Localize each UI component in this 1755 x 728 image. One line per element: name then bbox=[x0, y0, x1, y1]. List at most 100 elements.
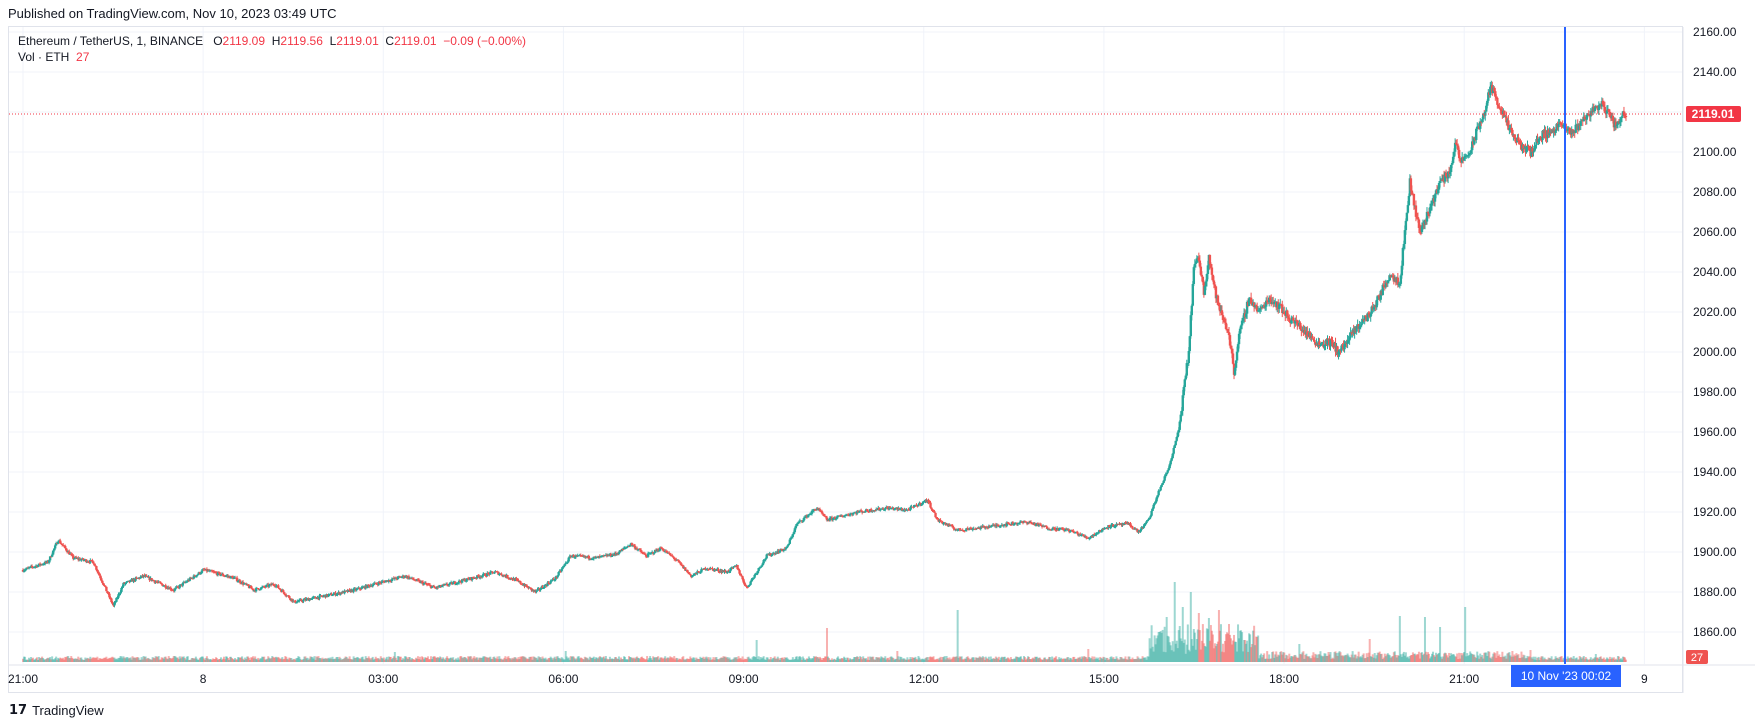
volume-bar bbox=[740, 659, 743, 662]
volume-bar bbox=[90, 658, 93, 662]
volume-bar bbox=[234, 658, 237, 662]
candle-body bbox=[173, 588, 176, 591]
candle-body bbox=[1184, 375, 1187, 380]
volume-bar bbox=[1524, 658, 1527, 662]
candle-body bbox=[1108, 525, 1111, 528]
candle-body bbox=[1623, 115, 1627, 117]
volume-bar bbox=[1585, 658, 1588, 662]
volume-bar bbox=[1386, 653, 1389, 662]
volume-bar bbox=[194, 656, 197, 662]
volume-bar bbox=[142, 656, 145, 662]
volume-bar bbox=[969, 659, 972, 662]
volume-bar bbox=[836, 657, 839, 662]
volume-bar bbox=[41, 656, 44, 662]
candle-body bbox=[1440, 179, 1444, 181]
volume-bar bbox=[1216, 641, 1219, 662]
volume-bar bbox=[993, 659, 996, 662]
volume-bar bbox=[987, 656, 990, 662]
candle-body bbox=[794, 525, 798, 529]
volume-bar bbox=[929, 656, 932, 662]
volume-bar bbox=[179, 658, 182, 662]
volume-bar bbox=[665, 658, 668, 662]
volume-bar bbox=[477, 659, 480, 662]
volume-bar bbox=[1234, 641, 1237, 662]
volume-bar bbox=[116, 659, 119, 662]
candle-body bbox=[1404, 220, 1408, 231]
candle-body bbox=[1173, 445, 1176, 448]
volume-bar bbox=[1287, 658, 1290, 662]
volume-bar bbox=[1605, 657, 1608, 662]
volume-bar bbox=[1413, 653, 1416, 662]
volume-bar bbox=[996, 658, 999, 662]
candle-body bbox=[809, 513, 813, 515]
volume-bar bbox=[832, 659, 835, 662]
candle-body bbox=[919, 502, 922, 505]
volume-bar bbox=[553, 656, 556, 662]
volume-bar bbox=[1278, 655, 1281, 662]
volume-bar bbox=[845, 659, 848, 662]
volume-bar bbox=[1438, 652, 1441, 662]
candle-body bbox=[715, 569, 718, 571]
candle-body bbox=[515, 578, 518, 580]
volume-bar bbox=[1035, 656, 1038, 662]
candle-body bbox=[1142, 526, 1145, 529]
candle-body bbox=[1438, 180, 1442, 183]
volume-bar bbox=[873, 659, 876, 662]
volume-bar bbox=[198, 657, 201, 662]
candle-body bbox=[1181, 395, 1184, 411]
volume-bar bbox=[731, 659, 734, 662]
candle-body bbox=[411, 577, 415, 580]
candle-body bbox=[824, 516, 828, 518]
candle-body bbox=[1585, 114, 1588, 120]
volume-bar bbox=[838, 658, 841, 662]
volume-bar bbox=[1444, 652, 1447, 662]
candle-body bbox=[1262, 305, 1266, 308]
volume-bar bbox=[708, 659, 711, 662]
candle-body bbox=[1062, 529, 1066, 531]
volume-bar bbox=[98, 658, 101, 662]
candle-body bbox=[1409, 178, 1413, 191]
volume-bar bbox=[1127, 656, 1130, 662]
volume-bar bbox=[748, 658, 751, 662]
volume-bar bbox=[214, 657, 217, 662]
volume-bar bbox=[651, 659, 654, 662]
volume-bar bbox=[997, 656, 1000, 662]
volume-bar bbox=[1358, 657, 1361, 662]
tradingview-footer[interactable]: 17 TradingView bbox=[9, 703, 104, 718]
candle-body bbox=[1139, 529, 1142, 532]
volume-bar bbox=[369, 659, 372, 662]
volume-bar bbox=[33, 659, 36, 662]
volume-bar bbox=[329, 657, 332, 662]
volume-bar bbox=[1243, 640, 1246, 662]
volume-bar bbox=[1119, 656, 1122, 662]
volume-bar bbox=[186, 656, 189, 662]
last-price-badge bbox=[1686, 105, 1741, 122]
volume-bar bbox=[957, 657, 960, 662]
candle-body bbox=[762, 560, 765, 564]
volume-bar bbox=[1266, 651, 1269, 662]
candle-body bbox=[874, 510, 877, 512]
volume-bar bbox=[1314, 653, 1317, 662]
volume-bar bbox=[672, 658, 675, 662]
candle-body bbox=[300, 599, 303, 601]
candle-body bbox=[379, 582, 382, 584]
candle-body bbox=[1178, 421, 1181, 430]
volume-bar bbox=[1249, 634, 1252, 662]
volume-bar bbox=[871, 656, 874, 662]
candle-body bbox=[1311, 336, 1314, 339]
candle-body bbox=[500, 573, 503, 576]
candle-body bbox=[1412, 193, 1416, 206]
volume-bar bbox=[136, 657, 139, 662]
candle-body bbox=[1183, 379, 1186, 388]
volume-bar bbox=[468, 656, 471, 662]
volume-bar bbox=[626, 659, 629, 662]
candle-body bbox=[1005, 522, 1009, 526]
volume-bar bbox=[897, 656, 900, 662]
volume-bar bbox=[197, 659, 200, 662]
volume-bar bbox=[934, 659, 937, 662]
volume-bar bbox=[1144, 657, 1147, 662]
candle-body bbox=[1560, 124, 1563, 126]
volume-bar bbox=[95, 658, 98, 662]
volume-bar bbox=[878, 657, 881, 662]
